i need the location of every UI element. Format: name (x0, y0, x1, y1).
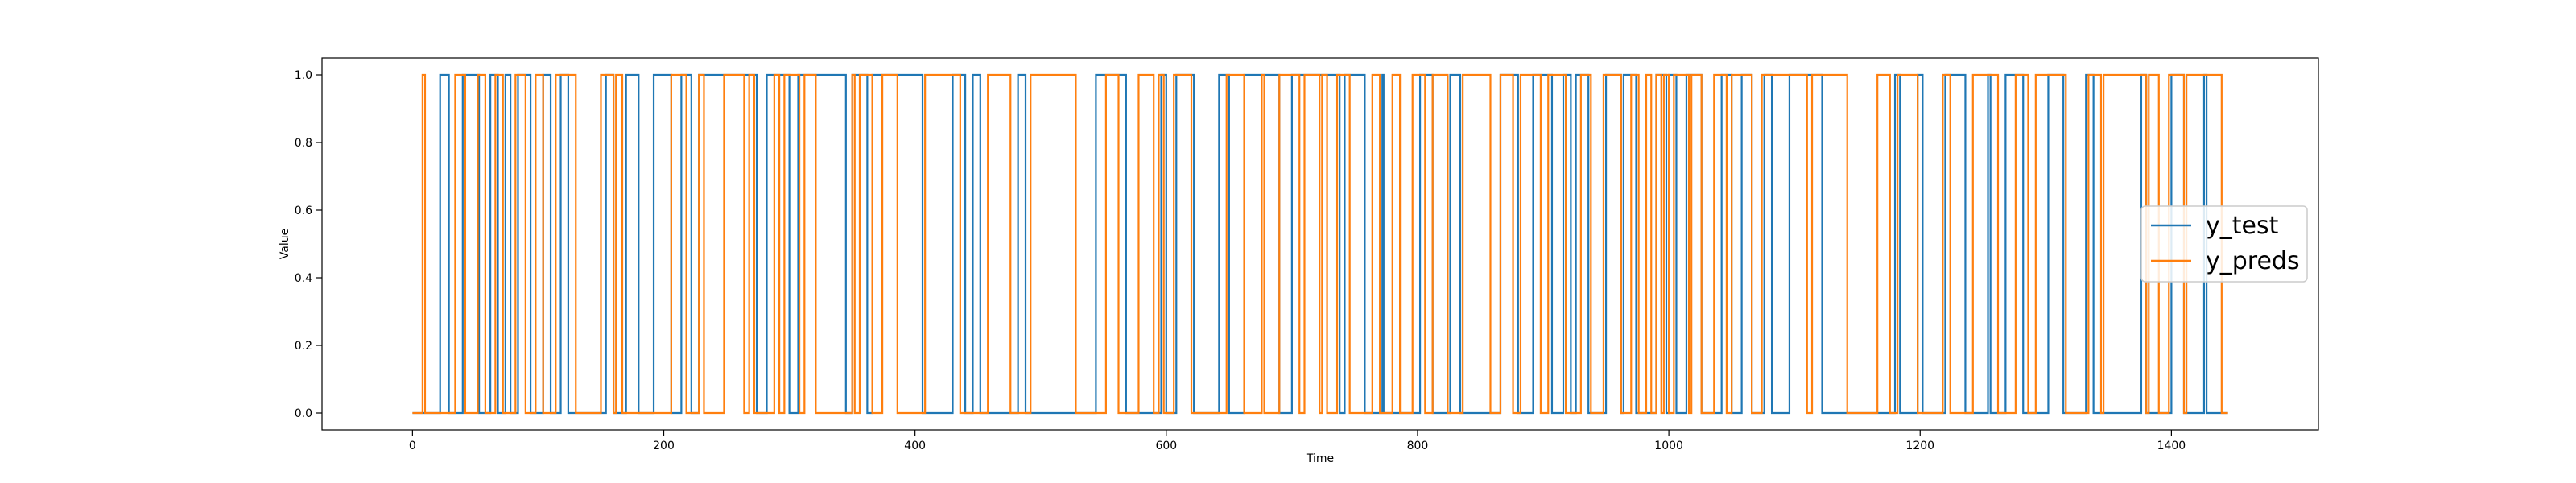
y-tick-label: 0.6 (295, 204, 312, 217)
x-tick-label: 1200 (1905, 440, 1934, 452)
x-axis: 0 200 400 600 800 1000 1200 1400 (409, 430, 2186, 452)
y-axis: 0.0 0.2 0.4 0.6 0.8 1.0 (295, 69, 322, 420)
y-tick-label: 0.8 (295, 137, 312, 150)
y-tick-label: 0.4 (295, 272, 312, 285)
plot-frame (321, 57, 2319, 431)
x-tick-label: 400 (904, 440, 926, 452)
x-tick-label: 0 (409, 440, 416, 452)
x-tick-label: 1000 (1654, 440, 1683, 452)
legend-label-y-test: y_test (2206, 212, 2279, 240)
y-tick-label: 1.0 (295, 69, 312, 82)
series-line-y-preds (412, 73, 2228, 415)
x-tick-label: 1400 (2157, 440, 2186, 452)
y-axis-title: Value (279, 229, 291, 259)
y-tick-label: 0.0 (295, 407, 312, 420)
y-tick-label: 0.2 (295, 340, 312, 353)
x-tick-label: 800 (1407, 440, 1429, 452)
legend: y_test y_preds (2140, 205, 2308, 283)
legend-label-y-preds: y_preds (2206, 247, 2300, 275)
x-tick-label: 200 (653, 440, 675, 452)
x-tick-label: 600 (1155, 440, 1177, 452)
series-layer (412, 73, 2228, 415)
x-axis-title: Time (1306, 452, 1334, 465)
